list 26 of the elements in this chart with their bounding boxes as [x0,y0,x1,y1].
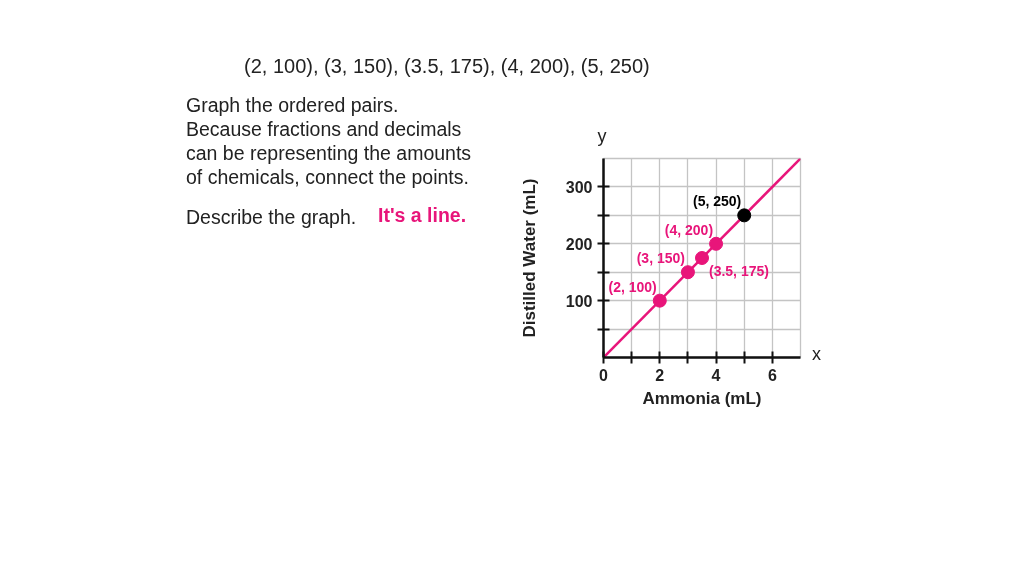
text: y [597,125,607,148]
x-tick-label: 0 [599,366,609,384]
text: Describe the graph. [186,205,357,229]
data-label: (5, 250) [692,193,742,210]
data-label: (4, 200) [664,221,714,238]
text: Because fractions and decimals can be representing the amounts of chemicals, connect the points. [186,117,472,189]
y-tick-label: 200 [565,235,593,253]
data-label: (3.5, 175) [709,263,769,279]
text: It's a line. [378,203,467,227]
x-tick-label: 4 [711,366,721,384]
point [652,293,667,308]
y-tick-label: 100 [565,292,593,310]
y-axis-title: Distilled Water (mL) [519,178,539,338]
x-axis-title: Ammonia (mL) [642,388,762,408]
text: x [812,343,821,366]
data-label: (2, 100) [608,278,657,295]
data-label: (3, 150) [636,250,685,267]
x-tick-label: 6 [767,366,777,384]
point [695,251,709,265]
x-tick-label: 2 [655,366,665,384]
point [680,265,695,280]
point [709,236,724,251]
point [737,208,752,223]
chart-title: (2, 100), (3, 150), (3.5, 175), (4, 200), (5, 250) [244,54,650,78]
text: Graph the ordered pairs. [186,93,399,117]
y-tick-label: 300 [565,178,593,196]
